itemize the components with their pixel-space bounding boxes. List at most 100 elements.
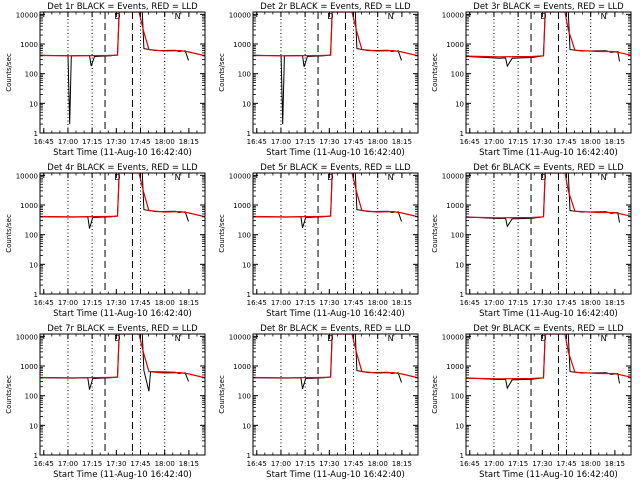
x-axis-label: Start Time (11-Aug-10 16:42:40) xyxy=(266,470,405,480)
x-tick-label: 17:15 xyxy=(82,460,102,468)
y-tick-label: 1 xyxy=(460,130,464,138)
y-axis-label: Counts/sec xyxy=(431,375,439,414)
x-axis-label: Start Time (11-Aug-10 16:42:40) xyxy=(53,148,192,158)
x-tick-label: 18:15 xyxy=(392,138,412,146)
x-tick-label: 17:00 xyxy=(271,299,291,307)
y-tick-label: 10 xyxy=(29,261,38,269)
x-tick-label: 18:00 xyxy=(155,460,175,468)
y-tick-label: 1000 xyxy=(20,202,38,210)
x-tick-label: 17:45 xyxy=(556,460,576,468)
marker-n: N xyxy=(601,12,607,21)
x-tick-label: 18:00 xyxy=(155,299,175,307)
y-tick-label: 10000 xyxy=(229,172,251,180)
x-tick-label: 16:45 xyxy=(460,299,480,307)
x-tick-label: 17:30 xyxy=(106,299,126,307)
marker-n: N xyxy=(388,173,394,182)
plot-frame xyxy=(39,172,206,295)
chart-title: Det 9r BLACK = Events, RED = LLD xyxy=(473,324,624,334)
plot-frame xyxy=(39,11,206,134)
y-tick-label: 1000 xyxy=(446,202,464,210)
y-tick-label: 10 xyxy=(29,422,38,430)
x-tick-label: 18:00 xyxy=(368,299,388,307)
y-tick-label: 1000 xyxy=(20,41,38,49)
series-group xyxy=(253,334,418,389)
x-axis-label: Start Time (11-Aug-10 16:42:40) xyxy=(53,309,192,319)
x-axis-label: Start Time (11-Aug-10 16:42:40) xyxy=(53,470,192,480)
marker-d: D xyxy=(540,12,546,21)
x-tick-label: 16:45 xyxy=(460,460,480,468)
chart-title: Det 7r BLACK = Events, RED = LLD xyxy=(47,324,198,334)
x-axis-label: Start Time (11-Aug-10 16:42:40) xyxy=(266,309,405,319)
lld-series-line xyxy=(40,173,205,218)
y-tick-label: 1000 xyxy=(233,41,251,49)
x-tick-label: 17:30 xyxy=(319,138,339,146)
x-tick-label: 18:15 xyxy=(179,460,199,468)
y-tick-label: 100 xyxy=(25,232,38,240)
x-tick-label: 17:15 xyxy=(295,138,315,146)
marker-d: D xyxy=(327,12,333,21)
x-tick-label: 18:15 xyxy=(179,138,199,146)
x-tick-label: 17:15 xyxy=(82,138,102,146)
y-tick-label: 10000 xyxy=(16,11,38,19)
marker-d: D xyxy=(540,334,546,343)
x-tick-label: 17:00 xyxy=(484,460,504,468)
plot-frame xyxy=(252,11,419,134)
x-tick-label: 18:15 xyxy=(392,299,412,307)
lld-series-line xyxy=(40,334,205,379)
x-tick-label: 17:30 xyxy=(106,460,126,468)
x-tick-label: 17:30 xyxy=(532,299,552,307)
plot-frame xyxy=(252,172,419,295)
y-tick-label: 100 xyxy=(238,232,251,240)
marker-n: N xyxy=(388,12,394,21)
x-tick-label: 16:45 xyxy=(34,460,54,468)
x-tick-label: 17:45 xyxy=(130,299,150,307)
series-group xyxy=(253,12,418,125)
chart-panel-8: Det 8r BLACK = Events, RED = LLD Counts/s… xyxy=(218,324,419,480)
x-tick-label: 18:00 xyxy=(581,299,601,307)
y-tick-label: 100 xyxy=(25,393,38,401)
y-tick-label: 10000 xyxy=(16,172,38,180)
x-tick-label: 17:15 xyxy=(508,460,528,468)
marker-n: N xyxy=(175,334,181,343)
y-axis-label: Counts/sec xyxy=(431,53,439,92)
y-tick-label: 10 xyxy=(455,100,464,108)
y-tick-label: 1000 xyxy=(233,202,251,210)
y-axis-label: Counts/sec xyxy=(218,214,226,253)
y-axis-label: Counts/sec xyxy=(5,375,13,414)
y-tick-label: 10000 xyxy=(229,11,251,19)
x-tick-label: 17:45 xyxy=(343,138,363,146)
lld-series-line xyxy=(466,12,631,58)
y-tick-label: 10 xyxy=(242,100,251,108)
chart-panel-1: Det 1r BLACK = Events, RED = LLD Counts/s… xyxy=(5,2,206,158)
y-tick-label: 1 xyxy=(247,130,251,138)
plot-frame xyxy=(465,333,632,456)
y-tick-label: 1000 xyxy=(446,363,464,371)
x-tick-label: 17:45 xyxy=(556,138,576,146)
x-tick-label: 18:00 xyxy=(368,460,388,468)
x-tick-label: 16:45 xyxy=(460,138,480,146)
chart-panel-6: Det 6r BLACK = Events, RED = LLD Counts/s… xyxy=(431,163,632,319)
x-tick-label: 18:00 xyxy=(581,460,601,468)
y-tick-label: 100 xyxy=(238,393,251,401)
marker-d: D xyxy=(327,334,333,343)
x-axis-label: Start Time (11-Aug-10 16:42:40) xyxy=(479,309,618,319)
x-tick-label: 16:45 xyxy=(247,460,267,468)
x-tick-label: 18:00 xyxy=(155,138,175,146)
x-tick-label: 17:45 xyxy=(343,299,363,307)
plot-frame xyxy=(465,172,632,295)
chart-panel-9: Det 9r BLACK = Events, RED = LLD Counts/s… xyxy=(431,324,632,480)
marker-n: N xyxy=(388,334,394,343)
plot-frame xyxy=(39,333,206,456)
y-tick-label: 10000 xyxy=(442,333,464,341)
y-tick-label: 10 xyxy=(242,261,251,269)
x-tick-label: 18:15 xyxy=(605,460,625,468)
events-series-line xyxy=(253,12,402,125)
y-axis-label: Counts/sec xyxy=(218,375,226,414)
series-group xyxy=(466,334,631,390)
chart-panel-7: Det 7r BLACK = Events, RED = LLD Counts/s… xyxy=(5,324,206,480)
y-tick-label: 100 xyxy=(25,71,38,79)
y-tick-label: 100 xyxy=(238,71,251,79)
series-group xyxy=(466,12,631,68)
chart-title: Det 3r BLACK = Events, RED = LLD xyxy=(473,2,624,12)
